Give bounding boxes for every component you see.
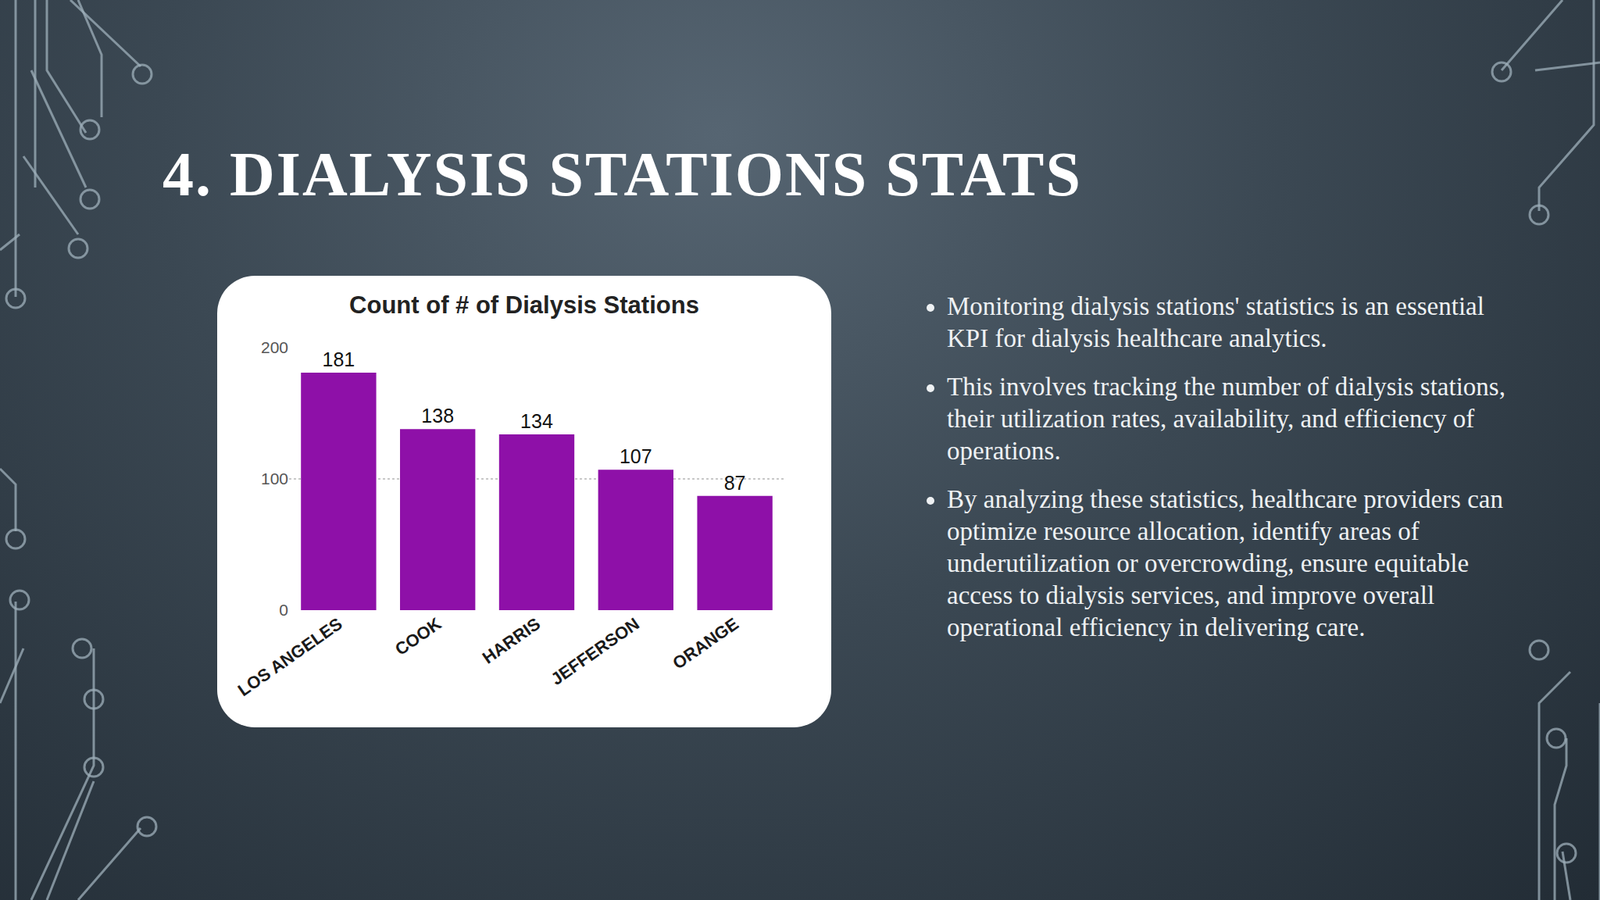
svg-text:181: 181: [322, 348, 356, 371]
svg-text:Count of # of Dialysis Station: Count of # of Dialysis Stations: [349, 291, 700, 319]
svg-text:ORANGE: ORANGE: [668, 614, 742, 674]
svg-text:200: 200: [260, 338, 289, 357]
html-text:This involves tracking the num: This involves tracking the number of dia…: [946, 372, 1506, 465]
svg-text:138: 138: [421, 404, 454, 427]
svg-text:100: 100: [260, 469, 289, 488]
html-text:Monitoring dialysis stations': Monitoring dialysis stations' statistics…: [946, 292, 1485, 353]
svg-text:87: 87: [724, 471, 747, 494]
svg-text:COOK: COOK: [391, 614, 445, 660]
svg-text:HARRIS: HARRIS: [478, 614, 544, 668]
svg-text:JEFFERSON: JEFFERSON: [546, 614, 643, 690]
svg-text:107: 107: [619, 445, 653, 468]
html-text:4. DIALYSIS STATIONS STATS: 4. DIALYSIS STATIONS STATS: [162, 139, 1082, 209]
svg-text:134: 134: [520, 410, 554, 433]
svg-text:LOS ANGELES: LOS ANGELES: [234, 614, 347, 700]
svg-text:0: 0: [278, 600, 289, 619]
html-text:By analyzing these statistics,: By analyzing these statistics, healthcar…: [946, 485, 1504, 642]
